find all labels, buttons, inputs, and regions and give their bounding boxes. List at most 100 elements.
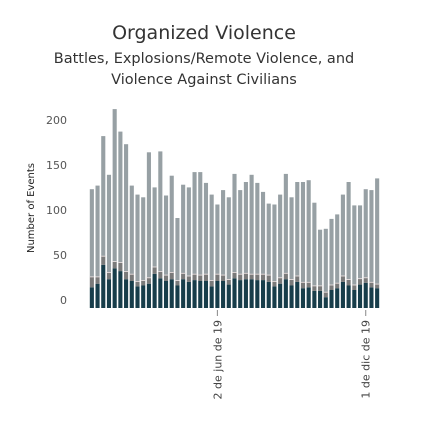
bar-segment-1 <box>198 274 203 281</box>
bar-segment-2 <box>198 172 203 275</box>
bar-segment-0 <box>352 290 357 308</box>
bar-segment-1 <box>289 279 294 286</box>
bar-segment-1 <box>95 276 100 284</box>
bar-segment-2 <box>146 152 151 278</box>
bar-segment-2 <box>323 228 328 292</box>
bar-separator <box>306 281 311 283</box>
y-tick-label: 50 <box>53 249 67 262</box>
bar-segment-0 <box>141 285 146 308</box>
bar-segment-1 <box>346 279 351 286</box>
bar-segment-0 <box>312 290 317 308</box>
bar-segment-2 <box>369 190 374 282</box>
bar-segment-2 <box>329 218 334 285</box>
bar-segment-1 <box>295 275 300 282</box>
bar-segment-2 <box>283 173 288 273</box>
x-axis-ticks: 2 de jun de 19 1 de dic de 19 <box>211 310 373 399</box>
bar-segment-2 <box>346 182 351 280</box>
bar-segment-2 <box>238 190 243 274</box>
bar-segment-2 <box>175 218 180 281</box>
chart-subtitle-line-1: Battles, Explosions/Remote Violence, and <box>54 51 354 67</box>
bar-segment-2 <box>192 172 197 274</box>
bar-segment-1 <box>278 277 283 284</box>
bar-segment-0 <box>203 281 209 308</box>
bar-segment-1 <box>335 282 340 289</box>
bar-segment-2 <box>352 205 357 285</box>
bar-segment-0 <box>255 280 260 308</box>
bar-segment-0 <box>243 279 248 308</box>
bar-segment-1 <box>238 273 243 281</box>
bar-segment-1 <box>221 274 226 281</box>
bar-segment-0 <box>146 283 151 308</box>
bar-segment-0 <box>335 288 340 308</box>
bar-segment-0 <box>289 285 294 308</box>
bar-segment-0 <box>175 285 180 308</box>
bar-segment-1 <box>357 278 363 285</box>
bar-segment-0 <box>232 278 237 308</box>
bar-segment-0 <box>158 278 163 308</box>
y-axis-ticks: 0 50 100 150 200 <box>46 114 67 307</box>
bar-segment-0 <box>346 285 351 308</box>
bar-separator <box>363 276 368 279</box>
bar-segment-0 <box>101 264 106 308</box>
bar-segment-0 <box>95 283 100 308</box>
bar-segment-1 <box>363 277 368 283</box>
bar-separator <box>243 272 248 274</box>
bar-segment-1 <box>124 271 129 280</box>
bar-segment-2 <box>278 194 283 278</box>
x-tick-label: 1 de dic de 19 <box>360 320 373 399</box>
bars <box>89 109 380 308</box>
bar-segment-0 <box>375 288 380 308</box>
bar-segment-0 <box>340 281 345 308</box>
bar-segment-1 <box>186 275 191 282</box>
bar-segment-1 <box>272 281 277 287</box>
bar-segment-1 <box>101 255 106 265</box>
bar-segment-0 <box>112 268 117 308</box>
bar-segment-0 <box>118 271 123 308</box>
bar-separator <box>146 276 151 279</box>
chart-title: Organized Violence <box>112 22 296 44</box>
bar-segment-0 <box>369 287 374 308</box>
bar-segment-2 <box>152 187 157 267</box>
bar-segment-1 <box>209 280 214 287</box>
bar-segment-1 <box>226 279 231 285</box>
bar-separator <box>181 272 186 274</box>
bar-segment-1 <box>329 284 334 290</box>
bar-segment-0 <box>181 279 186 308</box>
y-tick-label: 0 <box>60 294 67 307</box>
bar-segment-2 <box>357 205 363 279</box>
bar-segment-1 <box>323 291 328 298</box>
bar-segment-1 <box>232 272 237 279</box>
bar-segment-2 <box>289 197 294 280</box>
bar-segment-0 <box>249 279 254 308</box>
bar-segment-1 <box>312 285 317 291</box>
bar-segment-2 <box>221 190 226 275</box>
bar-segment-2 <box>158 151 163 272</box>
bar-segment-2 <box>163 195 169 275</box>
bar-segment-1 <box>352 284 357 290</box>
bar-segment-0 <box>135 286 140 308</box>
bar-segment-0 <box>163 281 169 308</box>
bar-segment-1 <box>175 280 180 286</box>
bar-segment-1 <box>146 277 151 284</box>
bar-segment-1 <box>283 272 288 280</box>
bar-segment-1 <box>181 272 186 280</box>
bar-segment-0 <box>169 279 174 308</box>
bar-segment-0 <box>215 281 220 308</box>
y-tick-label: 100 <box>46 204 67 217</box>
bar-segment-1 <box>112 261 117 269</box>
bar-segment-0 <box>318 290 323 308</box>
bar-segment-0 <box>221 281 226 308</box>
bar-segment-0 <box>106 279 112 308</box>
bar-segment-1 <box>243 272 248 280</box>
bar-segment-2 <box>124 144 129 272</box>
bar-segment-1 <box>318 285 323 291</box>
bar-segment-1 <box>340 275 345 282</box>
bar-segment-0 <box>260 280 266 308</box>
bar-segment-0 <box>283 279 288 308</box>
bar-segment-2 <box>243 182 248 273</box>
bar-segment-1 <box>192 273 197 281</box>
bar-segment-2 <box>232 173 237 272</box>
bar-segment-0 <box>209 286 214 308</box>
bar-segment-2 <box>249 174 254 274</box>
